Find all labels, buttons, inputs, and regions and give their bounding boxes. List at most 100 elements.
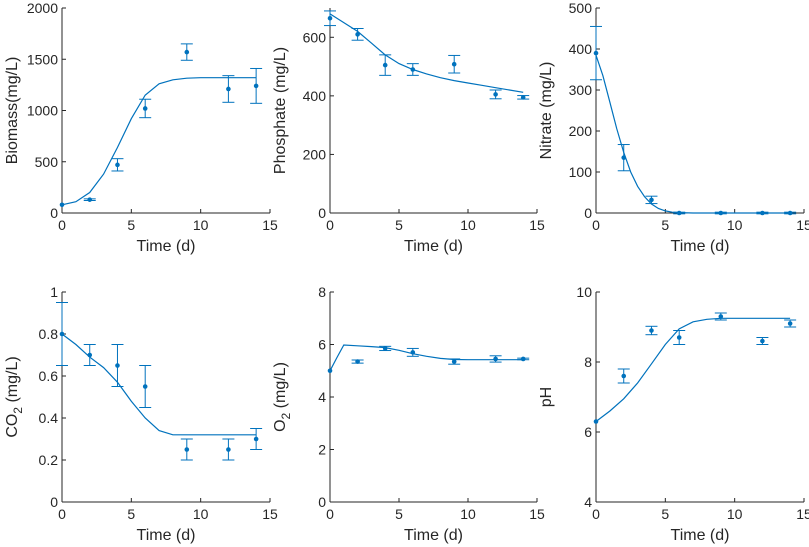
y-tick-label: 0.4 <box>39 410 59 426</box>
y-tick-label: 100 <box>569 164 593 180</box>
x-tick-label: 0 <box>592 506 600 522</box>
data-point <box>87 197 93 202</box>
y-axis-label: Nitrate (mg/L) <box>538 62 555 160</box>
subplot-1: 0 5 10 15 0 500 1000 1500 2000 Time (d) Biomass(mg… <box>4 0 278 255</box>
y-tick-label: 8 <box>584 354 592 370</box>
x-tick-label: 5 <box>395 217 403 233</box>
y-axis-label-unit: (mg/L) <box>4 356 21 407</box>
y-tick-label: 1 <box>50 284 58 300</box>
y-tick-label: 0.8 <box>39 326 59 342</box>
data-point <box>676 335 682 340</box>
data-point <box>59 202 65 208</box>
y-tick-label: 4 <box>584 494 592 510</box>
x-axis-label: Time (d) <box>137 238 196 255</box>
data-point <box>493 356 498 362</box>
y-axis-label-main: O <box>272 419 289 431</box>
y-axis-label-subscript: 2 <box>11 407 25 414</box>
data-point <box>520 95 526 100</box>
model-curve <box>595 55 791 214</box>
data-point <box>649 197 654 203</box>
x-axis-label: Time (d) <box>404 527 463 544</box>
y-tick-label: 6 <box>318 337 326 353</box>
y-tick-label: 1500 <box>27 51 58 67</box>
data-point <box>253 436 259 442</box>
x-tick-label: 5 <box>661 506 669 522</box>
y-tick-label: 200 <box>303 146 327 162</box>
x-tick-label: 15 <box>262 506 278 522</box>
data-point <box>184 447 190 452</box>
data-point <box>676 210 682 216</box>
data-point <box>142 106 148 111</box>
x-tick-label: 5 <box>395 506 403 522</box>
y-tick-label: 300 <box>569 82 593 98</box>
model-curve <box>595 317 791 422</box>
x-tick-label: 15 <box>796 506 809 522</box>
x-tick-label: 10 <box>727 506 743 522</box>
x-tick-label: 0 <box>592 217 600 233</box>
y-axis-label-main: CO <box>4 414 21 438</box>
y-tick-label: 400 <box>303 88 327 104</box>
x-tick-label: 15 <box>529 217 545 233</box>
y-tick-label: 0.2 <box>39 452 59 468</box>
y-tick-label: 4 <box>318 389 326 405</box>
y-tick-label: 0 <box>318 494 326 510</box>
data-point <box>410 67 416 72</box>
data-point <box>382 346 388 351</box>
y-tick-label: 6 <box>584 424 592 440</box>
y-tick-label: 1000 <box>27 103 58 119</box>
y-tick-label: 0 <box>50 494 58 510</box>
data-point <box>327 368 333 374</box>
data-point <box>226 447 231 452</box>
data-point <box>593 419 599 424</box>
data-point <box>593 50 599 56</box>
data-point <box>253 83 259 89</box>
model-curve <box>329 344 524 372</box>
model-curve <box>61 77 257 206</box>
y-axis-label: Biomass(mg/L) <box>4 57 21 165</box>
y-tick-label: 2000 <box>27 0 58 16</box>
subplot-3: 0 5 10 15 0 100 200 300 400 500 Time (d) Nitrate (m… <box>538 0 809 255</box>
x-tick-label: 15 <box>796 217 809 233</box>
data-point <box>355 359 360 364</box>
data-point <box>115 162 120 168</box>
x-tick-label: 0 <box>326 217 334 233</box>
data-point <box>355 32 360 37</box>
y-tick-label: 0 <box>584 205 592 221</box>
y-axis-label: O2 (mg/L) <box>272 362 293 432</box>
y-tick-label: 500 <box>35 154 59 170</box>
x-tick-label: 10 <box>460 217 476 233</box>
x-tick-label: 5 <box>661 217 669 233</box>
x-axis-label: Time (d) <box>671 527 730 544</box>
data-point <box>493 92 498 97</box>
y-tick-label: 200 <box>569 123 593 139</box>
y-tick-label: 10 <box>576 284 592 300</box>
data-point <box>327 15 333 21</box>
y-tick-label: 500 <box>569 0 593 16</box>
y-tick-label: 0 <box>318 205 326 221</box>
data-point <box>410 350 416 355</box>
y-tick-label: 600 <box>303 29 327 45</box>
y-axis-label: pH <box>538 387 555 407</box>
y-tick-label: 400 <box>569 41 593 57</box>
data-point <box>184 49 190 55</box>
x-tick-label: 0 <box>58 506 66 522</box>
data-point <box>451 359 457 364</box>
data-point <box>142 384 148 389</box>
data-point <box>115 363 120 368</box>
data-point <box>382 62 388 68</box>
y-tick-label: 0.6 <box>39 368 59 384</box>
x-tick-label: 5 <box>127 506 135 522</box>
data-point <box>59 331 65 337</box>
x-tick-label: 10 <box>193 217 209 233</box>
model-curve <box>61 333 257 436</box>
y-tick-label: 2 <box>318 442 326 458</box>
x-tick-label: 5 <box>127 217 135 233</box>
x-tick-label: 0 <box>58 217 66 233</box>
data-point <box>621 373 627 379</box>
data-point <box>718 314 724 319</box>
data-point <box>451 61 457 67</box>
x-tick-label: 15 <box>529 506 545 522</box>
data-point <box>226 86 231 92</box>
